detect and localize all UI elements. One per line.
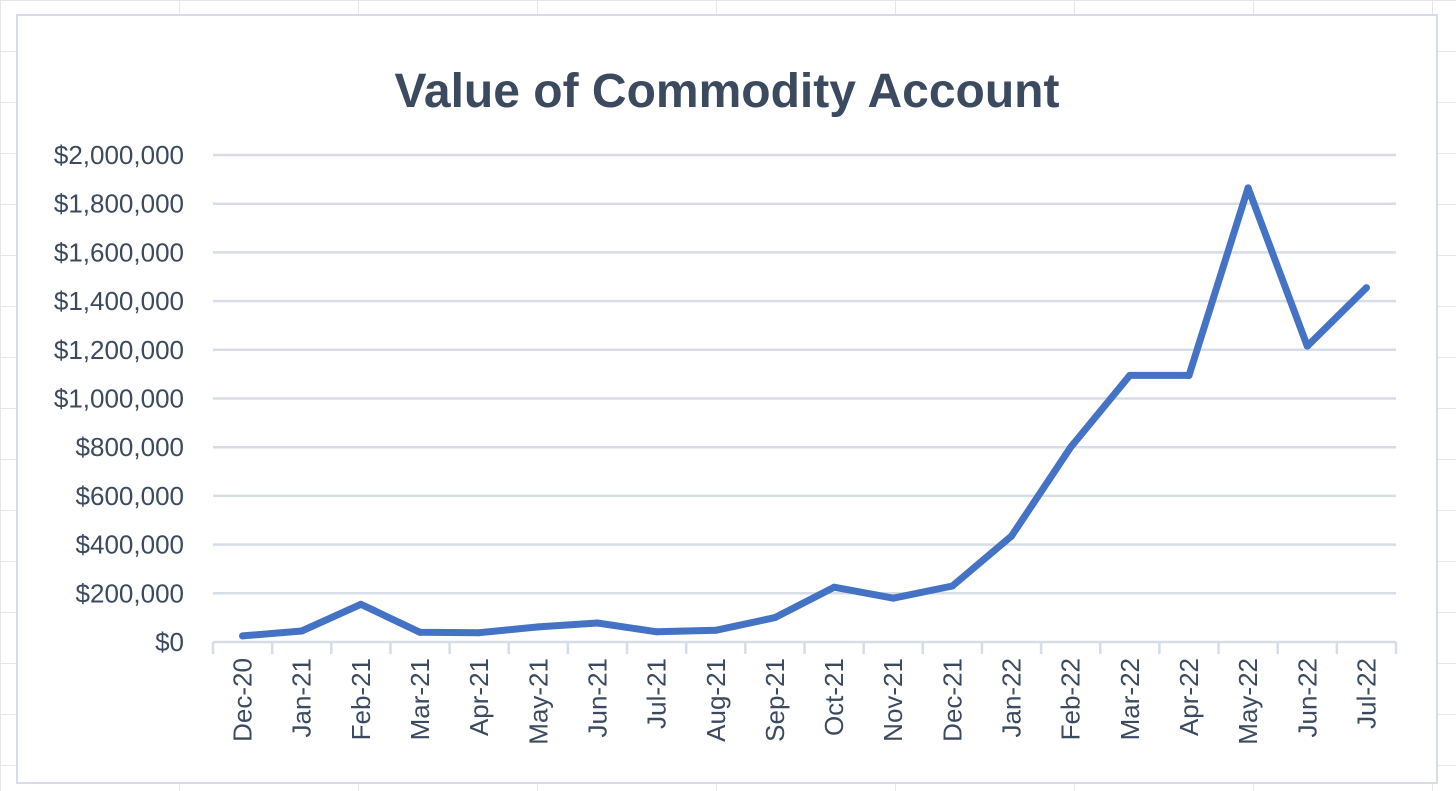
y-tick-label: $2,000,000	[54, 140, 184, 170]
data-point	[948, 582, 956, 590]
x-tick-label: Mar-21	[405, 658, 435, 740]
x-tick-label: Apr-22	[1174, 658, 1204, 736]
x-tick-label: Apr-21	[464, 658, 494, 736]
data-point	[239, 632, 247, 640]
x-tick-label: Jan-22	[997, 658, 1027, 738]
data-point	[771, 614, 779, 622]
x-tick-label: May-21	[523, 658, 553, 745]
data-point	[534, 623, 542, 631]
x-tick-label: Jun-22	[1292, 658, 1322, 738]
data-point	[1303, 342, 1311, 350]
x-tick-label: Dec-21	[937, 658, 967, 742]
data-point	[1362, 284, 1370, 292]
chart-title: Value of Commodity Account	[394, 65, 1060, 118]
data-point	[653, 628, 661, 636]
data-point	[298, 627, 306, 635]
x-tick-label: May-22	[1233, 658, 1263, 745]
data-point	[593, 619, 601, 627]
data-point	[416, 628, 424, 636]
x-tick-label: Jun-21	[582, 658, 612, 738]
data-point	[1185, 371, 1193, 379]
y-tick-label: $1,800,000	[54, 189, 184, 219]
y-tick-label: $0	[155, 627, 184, 657]
data-point	[712, 626, 720, 634]
data-point	[889, 594, 897, 602]
x-tick-label: Aug-21	[701, 658, 731, 742]
x-tick-label: Feb-22	[1056, 658, 1086, 740]
x-tick-label: Sep-21	[760, 658, 790, 742]
y-tick-label: $200,000	[76, 578, 184, 608]
data-point	[1244, 184, 1252, 192]
y-tick-label: $1,000,000	[54, 384, 184, 414]
data-point	[357, 600, 365, 608]
series-line	[239, 184, 1370, 640]
data-point	[1008, 532, 1016, 540]
x-tick-label: Feb-21	[346, 658, 376, 740]
x-tick-label: Jul-22	[1351, 658, 1381, 729]
x-tick-label: Mar-22	[1115, 658, 1145, 740]
data-point	[830, 583, 838, 591]
y-tick-label: $1,200,000	[54, 335, 184, 365]
x-tick-label: Oct-21	[819, 658, 849, 736]
data-point	[1067, 443, 1075, 451]
x-tick-label: Jan-21	[287, 658, 317, 738]
y-tick-label: $1,400,000	[54, 286, 184, 316]
y-tick-label: $600,000	[76, 481, 184, 511]
y-tick-label: $400,000	[76, 530, 184, 560]
y-tick-label: $800,000	[76, 432, 184, 462]
data-point	[475, 629, 483, 637]
y-tick-label: $1,600,000	[54, 237, 184, 267]
x-tick-label: Jul-21	[642, 658, 672, 729]
x-tick-label: Nov-21	[878, 658, 908, 742]
data-point	[1126, 371, 1134, 379]
x-tick-label: Dec-20	[228, 658, 258, 742]
